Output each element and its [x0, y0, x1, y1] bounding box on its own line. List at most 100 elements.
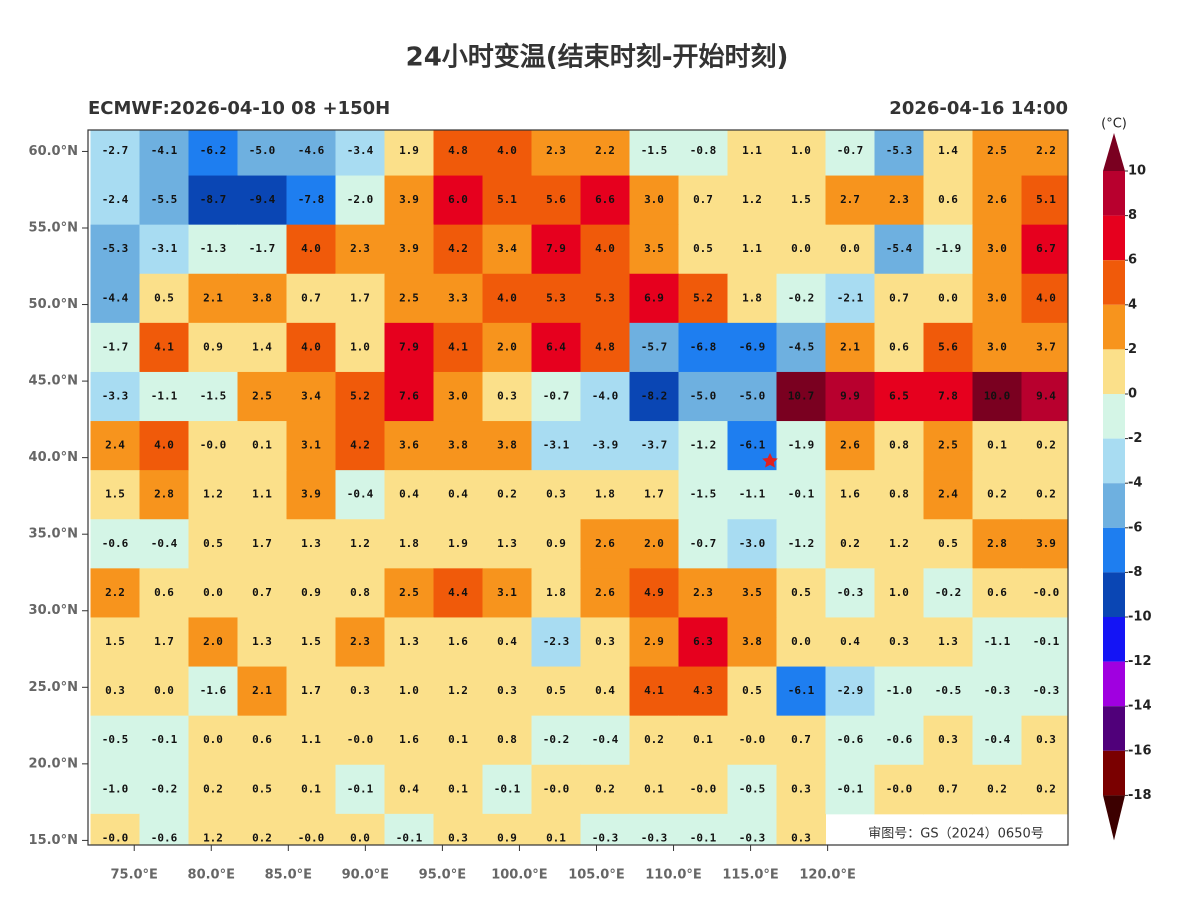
field-cell	[335, 617, 385, 668]
grid-value: -7.8	[298, 193, 325, 206]
grid-value: 0.7	[791, 733, 811, 746]
grid-value: 0.8	[350, 586, 370, 599]
field-cell	[531, 813, 581, 845]
field-cell	[1021, 568, 1068, 618]
grid-value: 0.4	[399, 488, 419, 501]
field-cell	[825, 322, 875, 373]
grid-value: -0.1	[1033, 635, 1060, 648]
colorbar-segment	[1103, 483, 1125, 528]
field-cell	[629, 764, 679, 815]
field-cell	[335, 813, 385, 845]
grid-value: -5.4	[886, 242, 913, 255]
field-cell	[629, 322, 679, 373]
grid-value: 4.8	[448, 144, 468, 157]
field-cell	[335, 519, 385, 569]
field-cell	[286, 273, 336, 324]
grid-value: 0.6	[889, 340, 909, 353]
grid-value: 1.2	[203, 488, 223, 501]
field-cell	[923, 519, 973, 569]
field-cell	[580, 224, 630, 275]
grid-value: 1.5	[301, 635, 321, 648]
lat-tick-label: 55.0°N	[29, 220, 78, 235]
field-cell	[237, 764, 287, 815]
grid-value: -0.7	[837, 144, 864, 157]
field-cell	[972, 371, 1022, 422]
field-cell	[335, 224, 385, 275]
grid-value: -3.7	[641, 439, 668, 452]
field-cell	[286, 666, 336, 717]
grid-value: 0.3	[448, 831, 468, 844]
grid-value: 1.8	[399, 537, 419, 550]
field-cell	[580, 322, 630, 373]
grid-value: 6.3	[693, 635, 713, 648]
grid-value: 3.7	[1036, 340, 1056, 353]
grid-value: -0.0	[200, 439, 227, 452]
grid-value: -0.5	[102, 733, 129, 746]
colorbar-label: 6	[1128, 253, 1137, 268]
field-cell	[335, 421, 385, 471]
field-cell	[580, 813, 630, 845]
grid-value: 0.1	[252, 439, 272, 452]
field-cell	[531, 666, 581, 717]
grid-value: 0.7	[693, 193, 713, 206]
field-cell	[923, 764, 973, 815]
colorbar-segment	[1103, 394, 1125, 439]
grid-value: 2.6	[840, 439, 860, 452]
field-cell	[531, 715, 581, 766]
grid-value: -0.4	[592, 733, 619, 746]
grid-value: 0.3	[497, 684, 517, 697]
field-cell	[139, 224, 189, 275]
grid-value: -4.1	[151, 144, 178, 157]
grid-value: 2.1	[252, 684, 272, 697]
grid-value: 5.3	[546, 291, 566, 304]
grid-value: 6.7	[1036, 242, 1056, 255]
field-cell	[188, 130, 238, 177]
grid-value: -2.4	[102, 193, 129, 206]
lat-tick-label: 40.0°N	[29, 450, 78, 465]
grid-value: 3.1	[301, 439, 321, 452]
field-cell	[90, 224, 140, 275]
grid-value: 1.0	[889, 586, 909, 599]
field-cell	[874, 371, 924, 422]
field-cell	[776, 175, 826, 226]
field-cell	[629, 813, 679, 845]
field-cell	[727, 273, 777, 324]
grid-value: 2.1	[203, 291, 223, 304]
colorbar-label: -18	[1128, 788, 1152, 803]
field-cell	[678, 764, 728, 815]
field-cell	[923, 470, 973, 520]
field-cell	[482, 470, 532, 520]
colorbar-label: -16	[1128, 743, 1152, 758]
grid-value: 0.5	[693, 242, 713, 255]
grid-value: -5.0	[690, 390, 717, 403]
field-cell	[90, 470, 140, 520]
field-cell	[139, 519, 189, 569]
grid-value: -0.0	[1033, 586, 1060, 599]
field-cell	[972, 273, 1022, 324]
grid-value: 4.0	[301, 340, 321, 353]
field-cell	[286, 421, 336, 471]
grid-value: -0.2	[543, 733, 570, 746]
grid-value: -0.2	[788, 291, 815, 304]
field-cell	[727, 130, 777, 177]
field-cell	[482, 715, 532, 766]
field-cell	[433, 568, 483, 618]
field-cell	[1021, 224, 1068, 275]
grid-value: -4.6	[298, 144, 325, 157]
grid-value: -1.2	[690, 439, 717, 452]
grid-value: 0.1	[987, 439, 1007, 452]
grid-value: 0.6	[252, 733, 272, 746]
field-cell	[90, 764, 140, 815]
colorbar-label: 4	[1128, 297, 1137, 312]
grid-value: 1.2	[889, 537, 909, 550]
grid-value: 0.0	[350, 831, 370, 844]
grid-value: 1.3	[938, 635, 958, 648]
field-cell	[188, 519, 238, 569]
colorbar-cap	[1103, 795, 1125, 841]
field-cell	[580, 568, 630, 618]
field-cell	[237, 130, 287, 177]
field-cell	[923, 224, 973, 275]
grid-value: 2.5	[938, 439, 958, 452]
grid-value: -1.1	[739, 488, 766, 501]
grid-value: 0.3	[791, 782, 811, 795]
